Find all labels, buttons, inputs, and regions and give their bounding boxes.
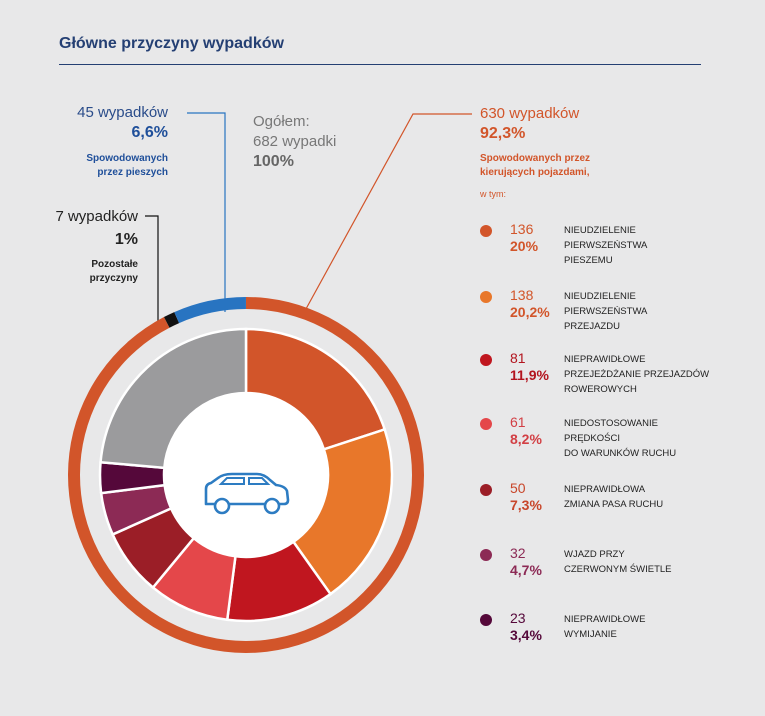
legend-label: WJAZD PRZY CZERWONYM ŚWIETLE <box>564 547 714 577</box>
legend-label: NIEDOSTOSOWANIE PRĘDKOŚCI DO WARUNKÓW RUCH… <box>564 416 714 461</box>
total-count: 682 wypadki <box>253 133 337 150</box>
legend-label: NIEUDZIELENIE PIERWSZEŃSTWA PRZEJAZDU <box>564 289 714 334</box>
legend-label-line: NIEPRAWIDŁOWE <box>564 354 646 365</box>
legend-dot-icon <box>480 418 492 430</box>
drivers-desc-line1: Spowodowanych przez <box>480 153 591 164</box>
legend-percent: 7,3% <box>510 497 542 513</box>
legend-label: NIEPRAWIDŁOWE PRZEJEŻDŻANIE PRZEJAZDÓW ROW… <box>564 352 714 397</box>
legend-label-line: PIESZEMU <box>564 255 613 266</box>
outer-slice-2 <box>174 297 246 324</box>
legend-percent: 8,2% <box>510 431 542 447</box>
outer-slice-1 <box>163 312 180 328</box>
legend-label-line: PRZEJAZDU <box>564 321 620 332</box>
legend-label-line: CZERWONYM ŚWIETLE <box>564 564 672 575</box>
legend-dot-icon <box>480 614 492 626</box>
legend-count: 136 <box>510 221 534 237</box>
pedestrians-percent: 6,6% <box>131 124 168 141</box>
legend-label-line: PRZEJEŻDŻANIE PRZEJAZDÓW <box>564 369 710 380</box>
legend-dot-icon <box>480 484 492 496</box>
pedestrians-desc-line1: Spowodowanych <box>86 153 168 164</box>
drivers-description: Spowodowanych przez kierujących pojazdam… <box>480 152 630 180</box>
legend-label-line: NIEPRAWIDŁOWE <box>564 614 646 625</box>
legend-label: NIEPRAWIDŁOWE WYMIJANIE <box>564 612 714 642</box>
legend-count: 32 <box>510 545 526 561</box>
drivers-sub-label: w tym: <box>480 189 506 199</box>
drivers-desc-line2: kierujących pojazdami, <box>480 167 590 178</box>
total-percent: 100% <box>253 153 294 170</box>
car-wheel-rear <box>263 497 281 515</box>
drivers-leader-line <box>300 113 472 319</box>
legend-count: 50 <box>510 480 526 496</box>
legend-count: 81 <box>510 350 526 366</box>
title-divider <box>59 64 701 65</box>
pedestrians-count: 45 wypadków <box>77 104 168 121</box>
car-rear-window <box>248 477 271 485</box>
legend-label-line: WYMIJANIE <box>564 629 617 640</box>
legend-dot-icon <box>480 291 492 303</box>
legend-label-line: PIERWSZEŃSTWA <box>564 240 648 251</box>
chart-title: Główne przyczyny wypadków <box>59 35 284 52</box>
legend-label-line: NIEPRAWIDŁOWA <box>564 484 646 495</box>
drivers-count: 630 wypadków <box>480 105 580 122</box>
legend-label: NIEPRAWIDŁOWA ZMIANA PASA RUCHU <box>564 482 714 512</box>
legend-label-line: PIERWSZEŃSTWA <box>564 306 648 317</box>
pedestrians-description: Spowodowanych przez pieszych <box>30 152 168 180</box>
legend-count: 138 <box>510 287 534 303</box>
legend-label-line: ZMIANA PASA RUCHU <box>564 499 664 510</box>
car-icon <box>204 472 290 515</box>
total-label: Ogółem: <box>253 113 310 130</box>
legend-label-line: PRĘDKOŚCI <box>564 433 620 444</box>
other-count: 7 wypadków <box>55 208 138 225</box>
leader-lines <box>145 112 472 326</box>
legend-percent: 4,7% <box>510 562 542 578</box>
legend-label-line: NIEUDZIELENIE <box>564 225 636 236</box>
legend-dot-icon <box>480 225 492 237</box>
legend-label: NIEUDZIELENIE PIERWSZEŃSTWA PIESZEMU <box>564 223 714 268</box>
other-description: Pozostałe przyczyny <box>30 258 138 286</box>
legend-label-line: DO WARUNKÓW RUCHU <box>564 448 677 459</box>
other-desc-line2: przyczyny <box>89 273 138 284</box>
legend-label-line: ROWEROWYCH <box>564 384 637 395</box>
legend-percent: 20% <box>510 238 539 254</box>
outer-ring <box>67 297 424 653</box>
legend-percent: 20,2% <box>510 304 550 320</box>
car-wheel-front <box>213 497 231 515</box>
other-leader-line <box>145 215 159 326</box>
legend-percent: 3,4% <box>510 627 542 643</box>
other-desc-line1: Pozostałe <box>91 259 138 270</box>
legend-count: 61 <box>510 414 526 430</box>
legend-percent: 11,9% <box>510 367 549 383</box>
car-body <box>204 472 290 506</box>
legend-dot-icon <box>480 549 492 561</box>
legend-label-line: NIEUDZIELENIE <box>564 291 636 302</box>
legend-count: 23 <box>510 610 526 626</box>
pedestrians-desc-line2: przez pieszych <box>97 167 168 178</box>
drivers-percent: 92,3% <box>480 125 526 142</box>
legend-label-line: NIEDOSTOSOWANIE <box>564 418 658 429</box>
legend-label-line: WJAZD PRZY <box>564 549 625 560</box>
pedestrians-leader-line <box>187 112 226 312</box>
other-percent: 1% <box>114 231 138 248</box>
legend-dot-icon <box>480 354 492 366</box>
car-front-window <box>218 477 245 485</box>
